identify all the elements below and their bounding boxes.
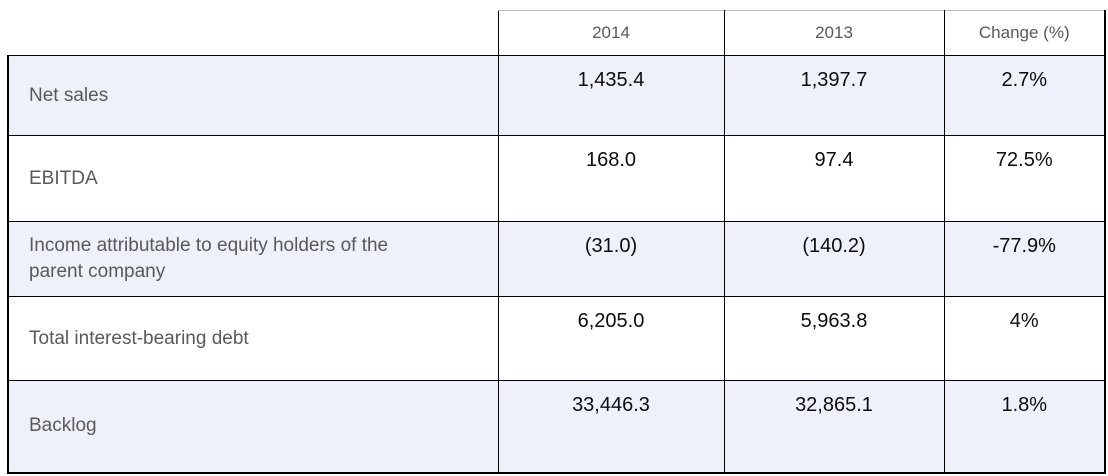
column-header-2013: 2013 bbox=[723, 10, 945, 56]
financial-summary-table: 2014 2013 Change (%) Net sales 1,435.4 1… bbox=[7, 10, 1106, 474]
value-2014: 168.0 bbox=[497, 135, 725, 222]
row-label: Income attributable to equity holders of… bbox=[7, 221, 499, 297]
table-row-backlog: Backlog 33,446.3 32,865.1 1.8% bbox=[7, 380, 1106, 474]
header-row: 2014 2013 Change (%) bbox=[8, 10, 1106, 56]
table-row-income-equity-holders: Income attributable to equity holders of… bbox=[7, 221, 1106, 297]
value-2014: 1,435.4 bbox=[497, 55, 725, 136]
value-2014: 6,205.0 bbox=[497, 296, 725, 381]
value-change: 2.7% bbox=[943, 55, 1106, 136]
value-2013: 5,963.8 bbox=[723, 296, 945, 381]
table-row-net-sales: Net sales 1,435.4 1,397.7 2.7% bbox=[7, 55, 1106, 136]
table-row-interest-bearing-debt: Total interest-bearing debt 6,205.0 5,96… bbox=[7, 296, 1106, 381]
value-change: 72.5% bbox=[943, 135, 1106, 222]
row-label: Backlog bbox=[7, 380, 499, 474]
row-label: Total interest-bearing debt bbox=[7, 296, 499, 381]
value-2013: 32,865.1 bbox=[723, 380, 945, 474]
value-change: 4% bbox=[943, 296, 1106, 381]
value-2013: (140.2) bbox=[723, 221, 945, 297]
value-change: -77.9% bbox=[943, 221, 1106, 297]
column-header-2014: 2014 bbox=[497, 10, 725, 56]
value-2013: 1,397.7 bbox=[723, 55, 945, 136]
row-label: EBITDA bbox=[7, 135, 499, 222]
value-2014: (31.0) bbox=[497, 221, 725, 297]
column-header-change: Change (%) bbox=[943, 10, 1106, 56]
value-2013: 97.4 bbox=[723, 135, 945, 222]
value-2014: 33,446.3 bbox=[497, 380, 725, 474]
table-row-ebitda: EBITDA 168.0 97.4 72.5% bbox=[7, 135, 1106, 222]
value-change: 1.8% bbox=[943, 380, 1106, 474]
row-label: Net sales bbox=[7, 55, 499, 136]
corner-cell bbox=[8, 10, 498, 56]
